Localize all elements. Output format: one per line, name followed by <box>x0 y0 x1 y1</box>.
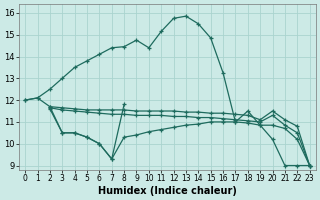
X-axis label: Humidex (Indice chaleur): Humidex (Indice chaleur) <box>98 186 237 196</box>
